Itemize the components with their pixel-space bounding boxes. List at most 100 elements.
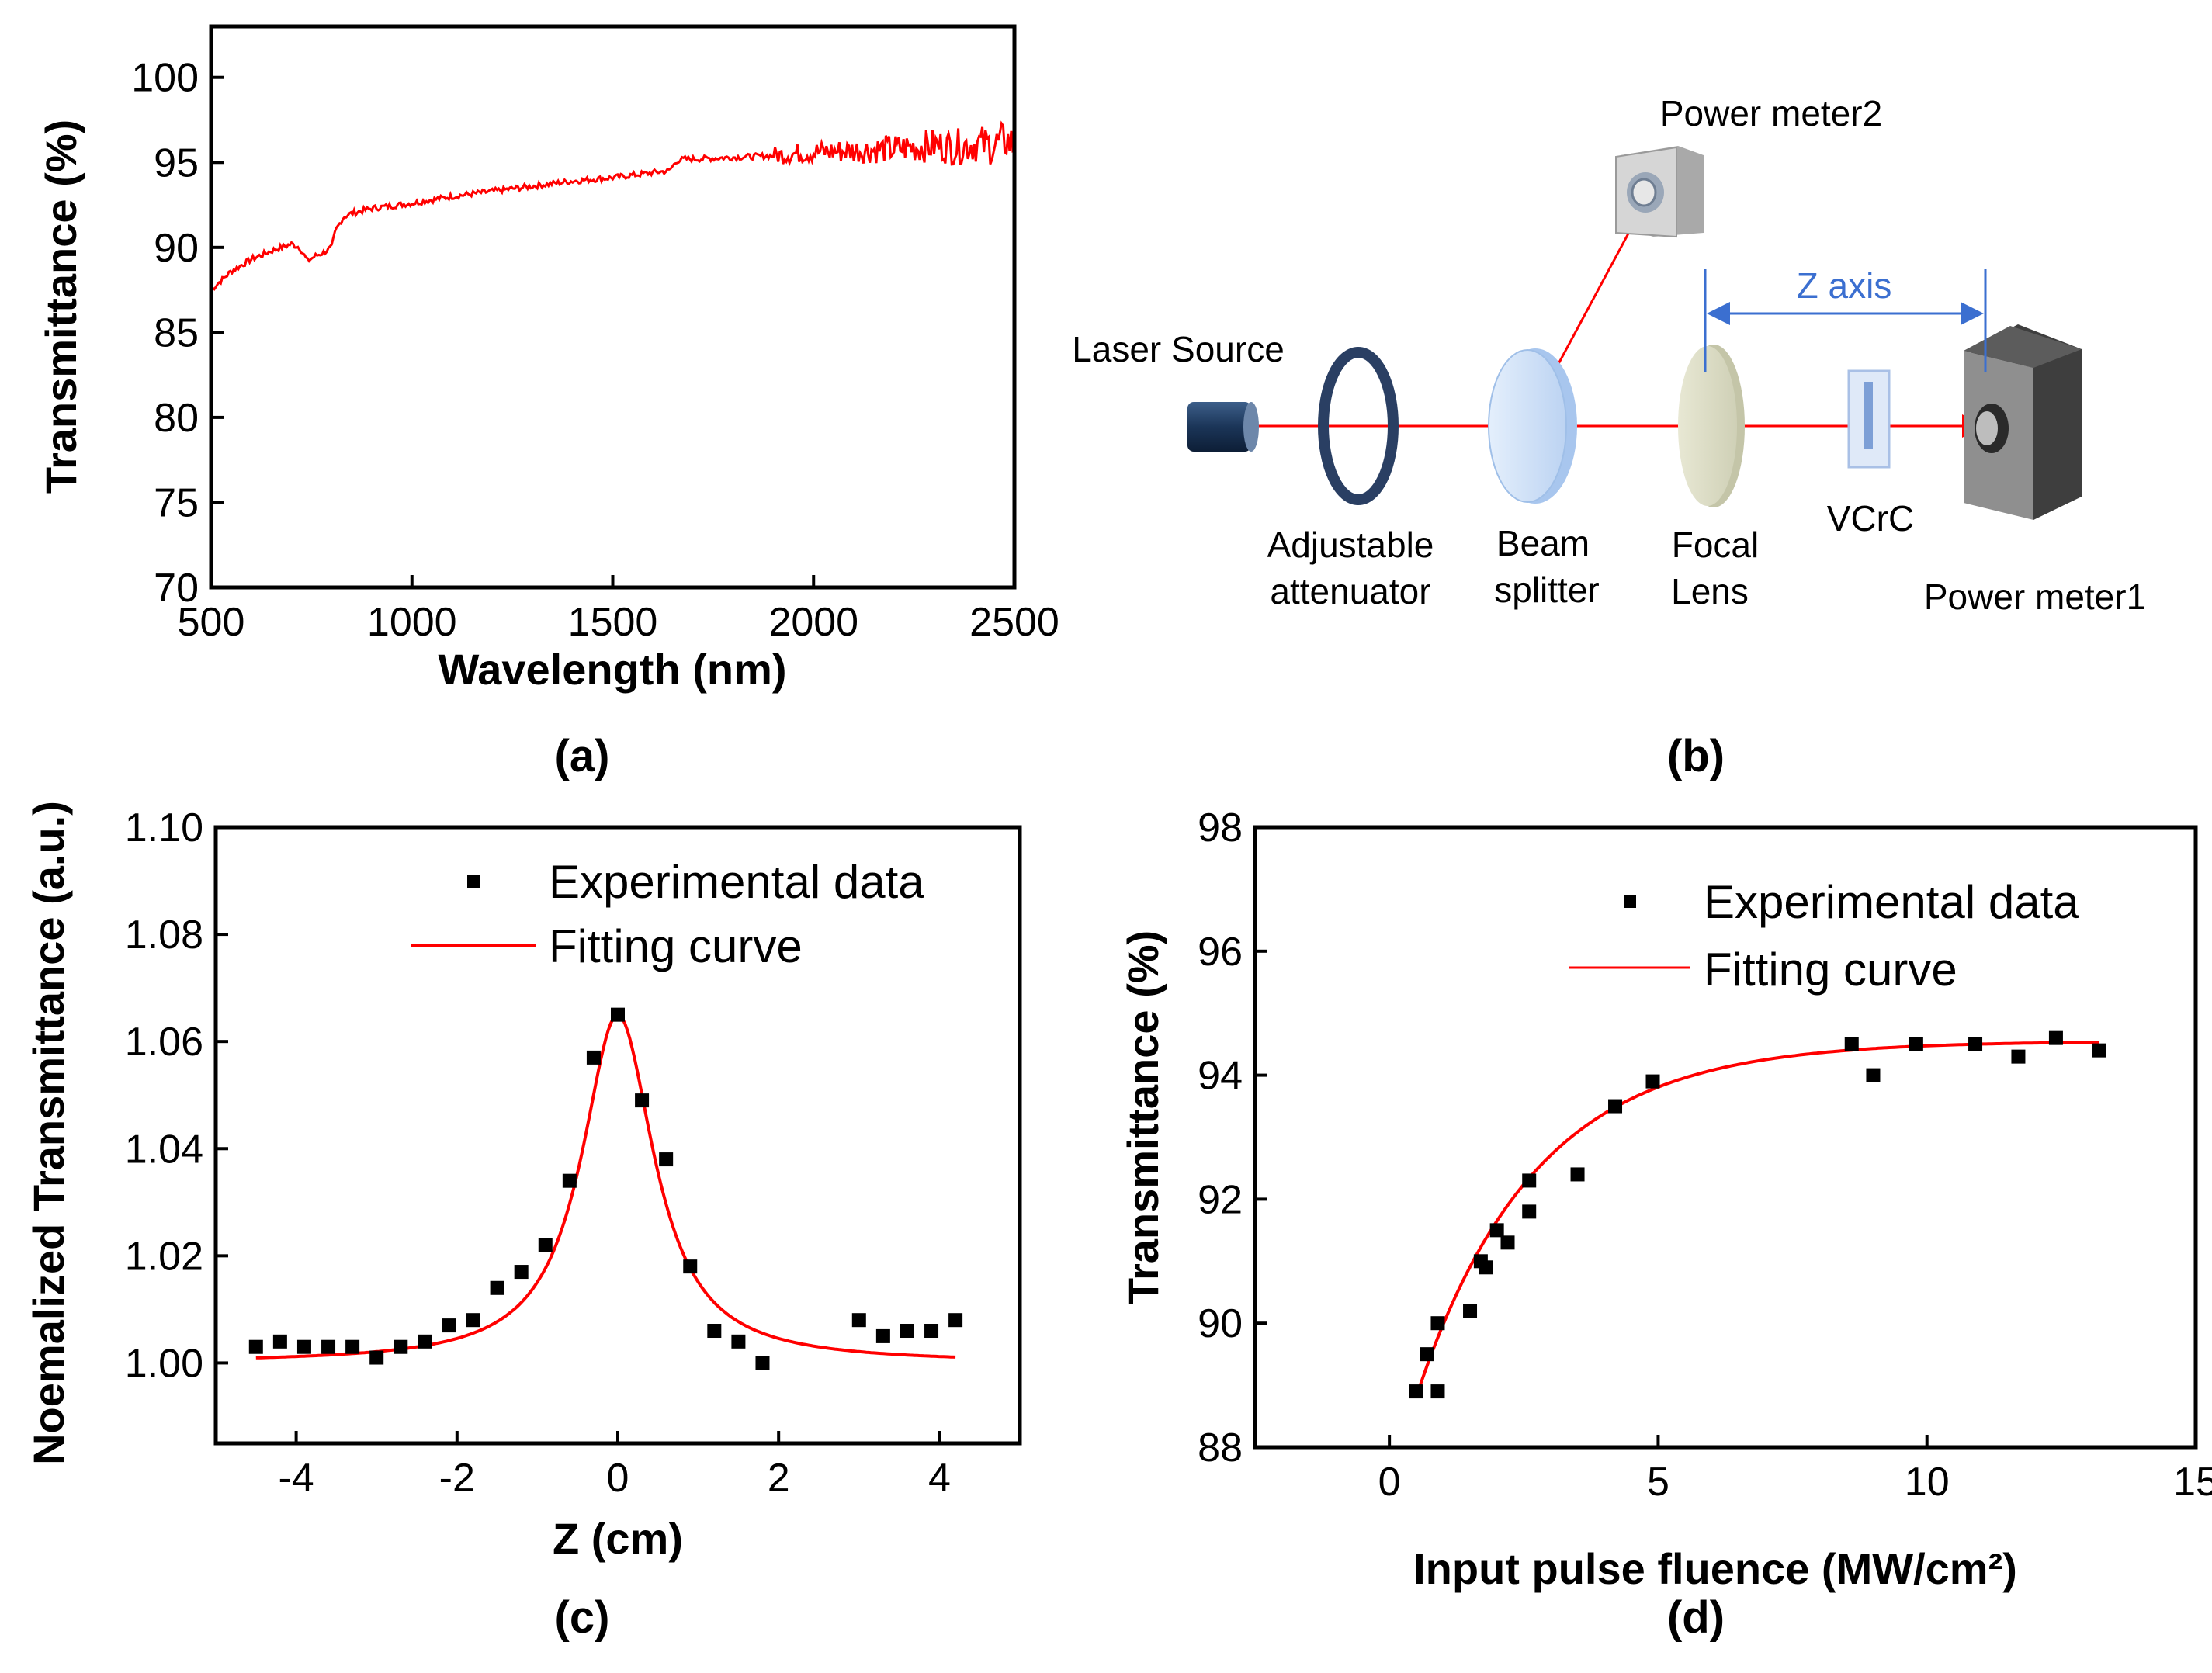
c-data-point: [248, 1339, 263, 1354]
c-data-point: [369, 1350, 384, 1365]
d-data-point: [1430, 1316, 1445, 1331]
d-data-point: [1844, 1037, 1859, 1051]
b-panel-label: (b): [1667, 731, 1725, 781]
d-y-axis-label: Transmittance (%): [1118, 930, 1167, 1304]
focal-lens-label-2: Lens: [1671, 571, 1749, 611]
d-x-axis-label: Input pulse fluence (MW/cm²): [1413, 1544, 2017, 1593]
d-fit-line: [1414, 1041, 2099, 1398]
d-legend-marker: [1624, 895, 1636, 908]
d-x-axis-label-text: Input pulse fluence (MW/cm²): [1413, 1544, 2017, 1593]
a-y-tick-label: 95: [154, 140, 199, 185]
c-x-tick-label: 2: [768, 1456, 790, 1501]
d-legend-experimental: Experimental data: [1704, 876, 2079, 928]
c-data-point: [442, 1318, 456, 1333]
a-x-ticks: 500 1000 1500 2000 2500: [178, 575, 1059, 645]
power-meter-1-label: Power meter1: [1924, 577, 2146, 617]
d-data-point: [1570, 1167, 1585, 1182]
a-y-tick-label: 80: [154, 396, 199, 441]
d-y-tick-label: 98: [1198, 805, 1243, 850]
a-transmittance-line: [210, 120, 1015, 291]
d-y-tick-label: 92: [1198, 1177, 1243, 1222]
c-data-point: [321, 1339, 336, 1354]
d-data-point: [1500, 1235, 1515, 1250]
c-data-point: [345, 1339, 360, 1354]
beam-splitter-icon: [1488, 348, 1577, 504]
d-data-point: [1968, 1037, 1983, 1051]
c-legend-experimental: Experimental data: [549, 856, 924, 908]
d-data-point: [1608, 1099, 1623, 1114]
d-y-tick-label: 90: [1198, 1301, 1243, 1346]
panel-a-chart: 70 75 80 85 90 95 100 500 1000 1500 2000 2500 Wave…: [36, 24, 1059, 781]
attenuator-label-1: Adjustable: [1267, 525, 1434, 565]
c-x-tick-label: -4: [278, 1456, 314, 1501]
d-data-point: [1420, 1347, 1434, 1362]
c-data-point: [466, 1313, 480, 1328]
c-data-point: [562, 1173, 577, 1188]
a-x-tick-label: 2000: [768, 600, 858, 645]
a-y-tick-label: 70: [154, 566, 199, 611]
c-data-point: [394, 1339, 408, 1354]
c-data-point: [490, 1280, 504, 1295]
c-data-point: [875, 1328, 890, 1343]
c-y-ticks: 1.00 1.02 1.04 1.06 1.08 1.10: [125, 805, 228, 1386]
panel-c-chart: 1.00 1.02 1.04 1.06 1.08 1.10 -4 -2 0 2 4 Experim…: [24, 801, 1022, 1643]
c-data-point: [418, 1334, 432, 1349]
c-y-tick-label: 1.06: [125, 1020, 203, 1065]
sample-icon: [1847, 369, 1891, 469]
power-meter-2-label: Power meter2: [1660, 93, 1882, 133]
d-y-tick-label: 96: [1198, 930, 1243, 975]
c-data-point: [900, 1324, 914, 1339]
d-x-tick-label: 15: [2173, 1460, 2212, 1505]
c-x-tick-label: -2: [439, 1456, 475, 1501]
d-data-point: [2011, 1049, 2026, 1064]
c-experimental-points: [248, 1007, 963, 1370]
d-y-tick-label: 94: [1198, 1054, 1243, 1099]
d-data-point: [1489, 1223, 1504, 1238]
c-panel-label: (c): [555, 1592, 610, 1643]
c-data-point: [635, 1093, 650, 1108]
d-fitting-curve: [1414, 1041, 2099, 1398]
c-y-tick-label: 1.10: [125, 805, 203, 850]
d-x-tick-label: 5: [1647, 1460, 1669, 1505]
d-data-point: [1522, 1173, 1537, 1188]
d-data-point: [2092, 1043, 2106, 1058]
c-data-point: [755, 1356, 770, 1370]
d-data-point: [1522, 1204, 1537, 1219]
c-x-tick-label: 0: [607, 1456, 629, 1501]
d-y-ticks: 88 90 92 94 96 98: [1198, 805, 1267, 1470]
c-x-axis-label: Z (cm): [553, 1514, 683, 1563]
sample-label: VCrC: [1827, 498, 1914, 539]
a-plot-frame: [209, 24, 1017, 590]
beam-splitter-label-1: Beam: [1496, 523, 1590, 563]
a-series: [210, 120, 1015, 291]
c-y-tick-label: 1.04: [125, 1127, 203, 1172]
c-y-axis-label: Noemalized Transmittance (a.u.): [24, 801, 73, 1465]
power-meter-1-icon: [1964, 324, 2082, 520]
c-data-point: [924, 1324, 939, 1339]
d-y-tick-label: 88: [1198, 1425, 1243, 1470]
c-data-point: [538, 1238, 553, 1252]
c-y-tick-label: 1.02: [125, 1234, 203, 1279]
z-axis-label: Z axis: [1797, 265, 1892, 306]
d-data-point: [2048, 1030, 2063, 1045]
d-data-point: [1479, 1260, 1493, 1275]
attenuator-label-2: attenuator: [1270, 571, 1430, 611]
c-legend-marker: [467, 875, 480, 888]
d-data-point: [1430, 1384, 1445, 1399]
c-x-tick-label: 4: [928, 1456, 951, 1501]
a-x-tick-label: 1000: [367, 600, 457, 645]
focal-lens-label-1: Focal: [1672, 525, 1759, 565]
d-x-ticks: 0 5 10 15: [1378, 1435, 2212, 1505]
a-y-tick-label: 85: [154, 310, 199, 355]
c-data-point: [731, 1334, 746, 1349]
d-x-tick-label: 0: [1378, 1460, 1401, 1505]
beam-splitter-label-2: splitter: [1494, 570, 1599, 610]
a-y-ticks: 70 75 80 85 90 95 100: [131, 56, 224, 611]
a-x-tick-label: 500: [178, 600, 245, 645]
c-data-point: [611, 1007, 625, 1022]
focal-lens-icon: [1678, 345, 1745, 507]
c-data-point: [586, 1050, 601, 1065]
d-data-point: [1409, 1384, 1423, 1399]
d-data-point: [1645, 1074, 1660, 1089]
